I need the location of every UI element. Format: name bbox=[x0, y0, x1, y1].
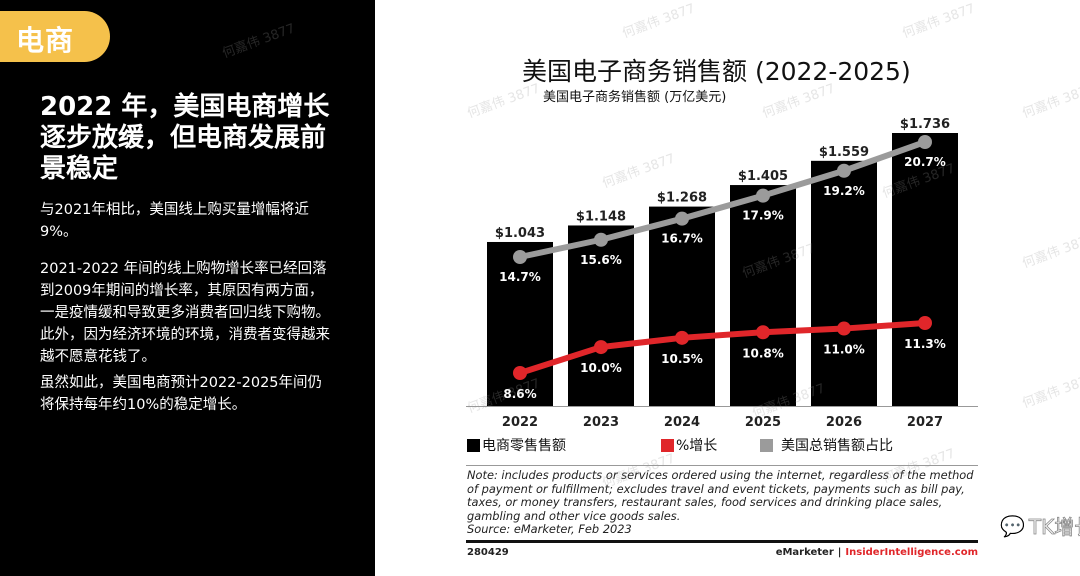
share-point bbox=[918, 135, 932, 149]
bar-2027 bbox=[892, 133, 958, 406]
bar-value-label: $1.043 bbox=[495, 226, 545, 241]
chart-subtitle: 美国电子商务销售额 (万亿美元) bbox=[543, 90, 727, 105]
share-data-label: 14.7% bbox=[499, 270, 541, 284]
bar-value-label: $1.148 bbox=[576, 209, 626, 224]
wechat-account: TK增长会 bbox=[1028, 515, 1080, 540]
legend-label-growth: %增长 bbox=[676, 438, 718, 454]
chart-code: 280429 bbox=[467, 547, 509, 558]
legend-swatch-gray bbox=[760, 438, 773, 452]
legend-item-growth: %增长 bbox=[661, 435, 717, 455]
brand-separator: | bbox=[837, 547, 842, 558]
divider-top bbox=[466, 465, 978, 466]
bar-value-label: $1.405 bbox=[738, 169, 788, 184]
bar-2026 bbox=[811, 160, 877, 406]
bar-2022 bbox=[487, 241, 553, 406]
divider-bottom bbox=[466, 540, 978, 543]
legend-item-sales: 电商零售售额 bbox=[467, 435, 566, 455]
bar-value-label: $1.736 bbox=[900, 117, 950, 132]
chart-title: 美国电子商务销售额 (2022-2025) bbox=[522, 57, 911, 86]
growth-point bbox=[594, 340, 608, 355]
growth-point bbox=[918, 316, 932, 330]
growth-point bbox=[837, 321, 851, 336]
share-point bbox=[837, 163, 851, 178]
x-tick-label: 2024 bbox=[664, 415, 700, 430]
brand-credit: eMarketer | InsiderIntelligence.com bbox=[776, 547, 978, 558]
share-point bbox=[756, 188, 770, 203]
legend-swatch-red bbox=[661, 438, 674, 452]
growth-data-label: 11.0% bbox=[823, 343, 865, 357]
growth-data-label: 10.0% bbox=[580, 361, 622, 375]
chart-note: Note: includes products or services orde… bbox=[467, 468, 977, 537]
legend-item-share: 美国总销售额占比 bbox=[760, 435, 893, 455]
growth-data-label: 8.6% bbox=[503, 387, 536, 401]
section-tag: 电商 bbox=[0, 11, 110, 62]
growth-line bbox=[519, 320, 926, 376]
x-tick-label: 2023 bbox=[583, 415, 619, 430]
growth-point bbox=[756, 325, 770, 340]
bar-value-label: $1.268 bbox=[657, 191, 707, 206]
share-data-label: 15.6% bbox=[580, 253, 622, 267]
share-point bbox=[513, 250, 527, 264]
brand-insider: InsiderIntelligence.com bbox=[845, 547, 978, 558]
x-tick-label: 2025 bbox=[745, 415, 781, 430]
growth-data-label: 10.8% bbox=[742, 346, 784, 360]
paragraph-3: 虽然如此，美国电商预计2022-2025年间仍将保持每年约10%的稳定增长。 bbox=[40, 375, 323, 413]
x-tick-label: 2026 bbox=[826, 415, 862, 430]
source-text: Source: eMarketer, Feb 2023 bbox=[467, 522, 632, 536]
growth-data-label: 10.5% bbox=[661, 352, 703, 366]
bar-value-label: $1.559 bbox=[819, 145, 869, 160]
paragraph-1: 与2021年相比，美国线上购买量增幅将近9%。 bbox=[40, 202, 309, 240]
brand-emarketer: eMarketer bbox=[775, 547, 834, 558]
legend-swatch-black bbox=[467, 438, 480, 452]
section-tag-label: 电商 bbox=[16, 24, 75, 57]
legend-label-share: 美国总销售额占比 bbox=[781, 438, 893, 454]
bar-2025 bbox=[730, 185, 796, 406]
share-data-label: 16.7% bbox=[661, 232, 703, 246]
growth-point bbox=[513, 366, 527, 380]
paragraph-2: 2021-2022 年间的线上购物增长率已经回落到2009年期间的增长率，其原因… bbox=[40, 261, 330, 365]
share-data-label: 20.7% bbox=[904, 155, 946, 169]
headline: 2022 年，美国电商增长逐步放缓，但电商发展前景稳定 bbox=[40, 92, 330, 184]
share-point bbox=[594, 232, 608, 247]
note-text: Note: includes products or services orde… bbox=[467, 468, 974, 523]
growth-data-label: 11.3% bbox=[904, 337, 946, 351]
share-point bbox=[675, 211, 689, 226]
share-data-label: 19.2% bbox=[823, 184, 865, 198]
share-data-label: 17.9% bbox=[742, 209, 784, 223]
wechat-icon: 💬 bbox=[1000, 513, 1026, 538]
legend-label-sales: 电商零售售额 bbox=[482, 438, 566, 454]
bar-2024 bbox=[649, 206, 715, 406]
x-tick-label: 2027 bbox=[907, 415, 943, 430]
x-tick-label: 2022 bbox=[502, 415, 538, 430]
share-line bbox=[519, 139, 927, 260]
left-panel: 电商 2022 年，美国电商增长逐步放缓，但电商发展前景稳定 与2021年相比，… bbox=[0, 0, 375, 576]
bar-2023 bbox=[568, 225, 634, 406]
growth-point bbox=[675, 330, 689, 345]
wechat-watermark: 💬 TK增长会 bbox=[1000, 511, 1080, 540]
